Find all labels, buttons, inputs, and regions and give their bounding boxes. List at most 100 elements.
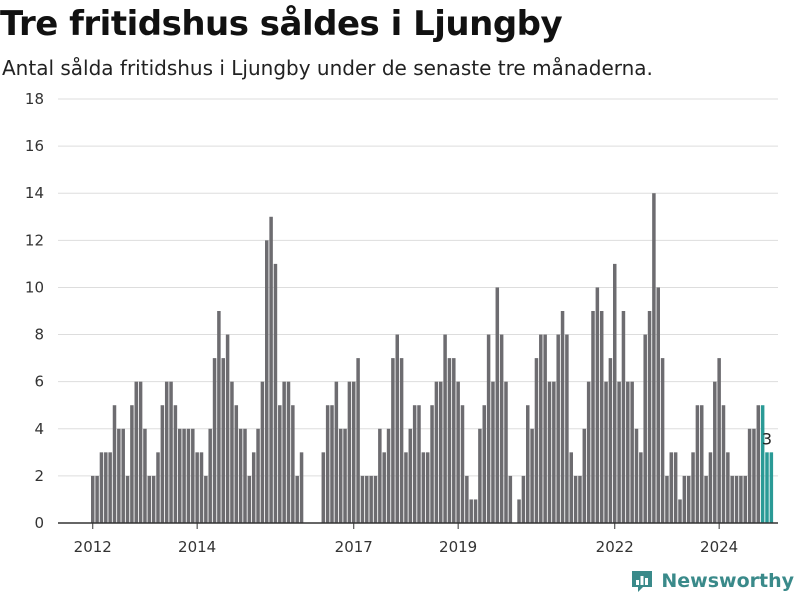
bar bbox=[704, 475, 708, 523]
y-tick-label: 16 bbox=[25, 137, 44, 155]
bar bbox=[365, 475, 369, 523]
bar bbox=[486, 334, 491, 523]
bar bbox=[721, 405, 726, 523]
newsworthy-icon bbox=[632, 571, 653, 592]
bar bbox=[404, 452, 408, 523]
bar bbox=[565, 334, 569, 523]
bar bbox=[656, 287, 660, 523]
y-tick-label: 14 bbox=[25, 184, 44, 202]
bar bbox=[278, 405, 282, 523]
y-tick-label: 12 bbox=[25, 231, 44, 249]
bar bbox=[182, 428, 186, 523]
bar bbox=[669, 452, 674, 523]
bar bbox=[747, 428, 752, 523]
bar bbox=[186, 428, 191, 523]
bar bbox=[130, 405, 134, 523]
bar bbox=[125, 475, 130, 523]
bar bbox=[756, 405, 761, 523]
bar bbox=[164, 381, 169, 523]
bar bbox=[369, 475, 373, 523]
bar bbox=[465, 475, 469, 523]
bar bbox=[108, 452, 112, 523]
bar bbox=[569, 452, 573, 523]
bar bbox=[752, 428, 756, 523]
bar bbox=[104, 452, 108, 523]
x-tick-label: 2012 bbox=[74, 538, 112, 556]
bar bbox=[452, 358, 456, 523]
bar bbox=[469, 499, 473, 523]
y-tick-label: 18 bbox=[25, 90, 44, 108]
x-tick-label: 2014 bbox=[178, 538, 216, 556]
bar bbox=[99, 452, 104, 523]
bar bbox=[204, 475, 208, 523]
highlighted-bar bbox=[769, 452, 774, 523]
bar bbox=[443, 334, 447, 523]
bar bbox=[112, 405, 117, 523]
bar bbox=[373, 475, 378, 523]
bar bbox=[225, 334, 230, 523]
bar bbox=[713, 381, 717, 523]
bar bbox=[460, 405, 465, 523]
bar bbox=[199, 452, 204, 523]
x-tick-label: 2022 bbox=[596, 538, 634, 556]
bar bbox=[730, 475, 734, 523]
bar bbox=[382, 452, 386, 523]
bar bbox=[743, 475, 747, 523]
bar bbox=[299, 452, 304, 523]
bar bbox=[521, 475, 526, 523]
bar bbox=[491, 381, 495, 523]
bar bbox=[195, 452, 199, 523]
bar bbox=[291, 405, 295, 523]
bar bbox=[352, 381, 356, 523]
bar bbox=[412, 405, 417, 523]
bar bbox=[499, 334, 504, 523]
bar bbox=[504, 381, 508, 523]
bar bbox=[208, 428, 212, 523]
bar bbox=[356, 358, 360, 523]
bar bbox=[708, 452, 713, 523]
bar bbox=[552, 381, 556, 523]
bar bbox=[156, 452, 160, 523]
bar bbox=[734, 475, 739, 523]
bar bbox=[256, 428, 260, 523]
bar bbox=[700, 405, 704, 523]
bar bbox=[295, 475, 299, 523]
bar bbox=[273, 263, 278, 523]
bar bbox=[686, 475, 691, 523]
highlighted-bar bbox=[760, 405, 765, 523]
bar bbox=[391, 358, 395, 523]
bar bbox=[138, 381, 143, 523]
bar bbox=[695, 405, 700, 523]
bar bbox=[630, 381, 634, 523]
bar bbox=[560, 311, 565, 523]
bar bbox=[347, 381, 352, 523]
bar bbox=[151, 475, 156, 523]
bar bbox=[178, 428, 182, 523]
brand-name: Newsworthy bbox=[661, 570, 794, 592]
bar bbox=[217, 311, 221, 523]
bar bbox=[439, 381, 443, 523]
bar bbox=[95, 475, 99, 523]
bar bbox=[530, 428, 534, 523]
bar bbox=[191, 428, 195, 523]
bar bbox=[578, 475, 582, 523]
bar bbox=[243, 428, 247, 523]
x-tick-label: 2024 bbox=[700, 538, 738, 556]
bar bbox=[134, 381, 138, 523]
bar bbox=[478, 428, 482, 523]
bar bbox=[456, 381, 460, 523]
bar bbox=[543, 334, 547, 523]
bar bbox=[330, 405, 334, 523]
bar bbox=[269, 216, 273, 523]
bar bbox=[234, 405, 239, 523]
bar bbox=[717, 358, 721, 523]
bar bbox=[691, 452, 695, 523]
bar bbox=[447, 358, 452, 523]
last-value-label: 3 bbox=[762, 429, 772, 448]
bar bbox=[360, 475, 365, 523]
bar bbox=[238, 428, 243, 523]
bar bbox=[517, 499, 521, 523]
bar bbox=[556, 334, 560, 523]
bar bbox=[534, 358, 539, 523]
